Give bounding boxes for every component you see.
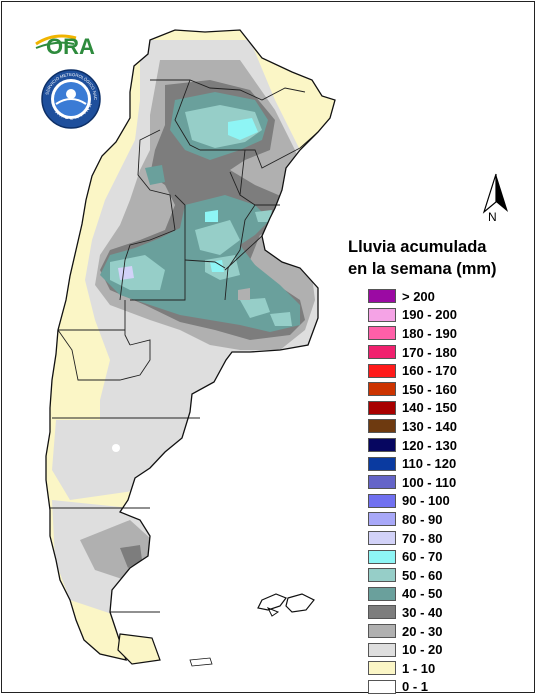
legend-label: 180 - 190: [402, 325, 457, 341]
legend-label: 140 - 150: [402, 400, 457, 416]
legend-item: 20 - 30: [368, 622, 442, 641]
legend-swatch: [368, 382, 396, 397]
svg-text:ORA: ORA: [46, 34, 95, 59]
legend-swatch: [368, 307, 396, 322]
legend-item: 140 - 150: [368, 399, 457, 418]
legend-swatch: [368, 363, 396, 378]
legend-title-line1: Lluvia acumulada: [348, 238, 487, 256]
legend-label: 70 - 80: [402, 530, 443, 546]
legend-item: 100 - 110: [368, 473, 456, 492]
legend-swatch: [368, 568, 396, 583]
legend-item: 80 - 90: [368, 510, 442, 529]
legend-label: 20 - 30: [402, 623, 443, 639]
malvinas-islands: [257, 593, 315, 617]
legend-item: 0 - 1: [368, 678, 428, 696]
legend-item: 60 - 70: [368, 547, 442, 566]
legend-swatch: [368, 624, 396, 639]
isla-de-los-estados: [189, 657, 213, 667]
legend-swatch: [368, 289, 396, 304]
legend-label: 50 - 60: [402, 567, 443, 583]
legend-item: 110 - 120: [368, 454, 456, 473]
legend-swatch: [368, 493, 396, 508]
legend-swatch: [368, 438, 396, 453]
legend-swatch: [368, 605, 396, 620]
legend-item: 1 - 10: [368, 659, 435, 678]
legend-label: 150 - 160: [402, 381, 457, 397]
legend-swatch: [368, 345, 396, 360]
ora-logo: ORA: [35, 34, 95, 59]
province-borders: [50, 79, 319, 613]
legend-label: 130 - 140: [402, 418, 457, 434]
legend-label: > 200: [402, 288, 435, 304]
north-arrow-icon: [482, 173, 508, 214]
legend-swatch: [368, 419, 396, 434]
legend-swatch: [368, 531, 396, 546]
legend-label: 10 - 20: [402, 642, 443, 658]
legend-item: 170 - 180: [368, 343, 457, 362]
legend-swatch: [368, 456, 396, 471]
legend-item: 160 - 170: [368, 361, 457, 380]
legend-item: 30 - 40: [368, 603, 442, 622]
legend-label: 110 - 120: [402, 456, 457, 472]
legend-title-line2: en la semana (mm): [348, 260, 497, 278]
legend-item: 10 - 20: [368, 640, 442, 659]
legend-label: 1 - 10: [402, 660, 436, 676]
legend-swatch: [368, 586, 396, 601]
legend-label: 80 - 90: [402, 511, 443, 527]
legend-label: 30 - 40: [402, 604, 443, 620]
legend-swatch: [368, 679, 396, 694]
legend-label: 170 - 180: [402, 344, 457, 360]
legend-item: 180 - 190: [368, 324, 457, 343]
legend-item: 70 - 80: [368, 529, 442, 548]
legend-swatch: [368, 326, 396, 341]
legend-swatch: [368, 512, 396, 527]
legend-item: 190 - 200: [368, 306, 457, 325]
legend-item: 130 - 140: [368, 417, 457, 436]
tierra-del-fuego: [117, 633, 161, 665]
legend-item: 150 - 160: [368, 380, 457, 399]
legend-item: 90 - 100: [368, 492, 450, 511]
legend-label: 60 - 70: [402, 549, 443, 565]
legend-swatch: [368, 475, 396, 490]
legend-item: 40 - 50: [368, 585, 442, 604]
legend-swatch: [368, 642, 396, 657]
legend-swatch: [368, 661, 396, 676]
legend-item: 50 - 60: [368, 566, 442, 585]
legend-swatch: [368, 400, 396, 415]
legend-label: 0 - 1: [402, 679, 429, 695]
smn-logo: SERVICIO METEOROLÓGICO NACIONAL ARGENTIN…: [40, 68, 101, 129]
legend-item: > 200: [368, 287, 435, 306]
north-label: N: [488, 210, 497, 224]
legend-label: 90 - 100: [402, 493, 450, 509]
legend-swatch: [368, 549, 396, 564]
legend-label: 100 - 110: [402, 474, 457, 490]
legend-item: 120 - 130: [368, 436, 457, 455]
legend-label: 190 - 200: [402, 307, 457, 323]
legend-label: 120 - 130: [402, 437, 457, 453]
legend-label: 40 - 50: [402, 586, 443, 602]
legend-title: Lluvia acumulada en la semana (mm): [348, 236, 497, 280]
legend-label: 160 - 170: [402, 363, 457, 379]
